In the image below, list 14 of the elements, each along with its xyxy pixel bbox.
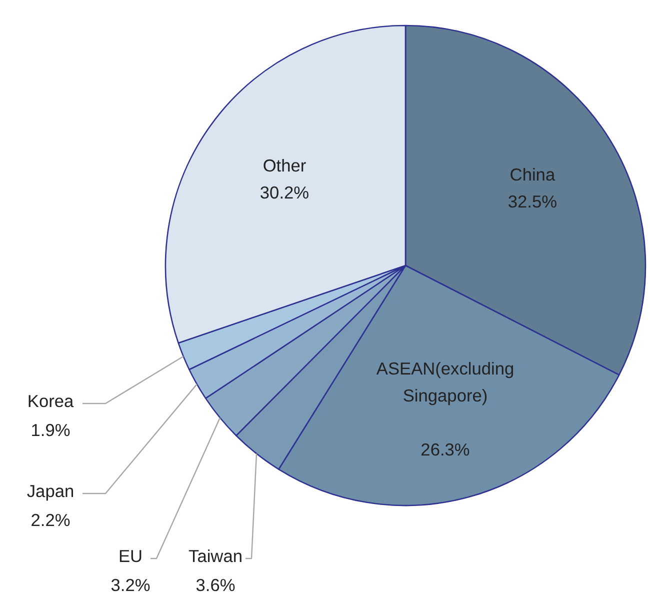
slice-label: Japan [26, 481, 74, 501]
slice-label: China [510, 164, 556, 184]
data-label: 2.2% [30, 510, 70, 530]
slice-label: Korea [27, 391, 74, 411]
slice-label: ASEAN(excluding Singapore) [376, 358, 514, 406]
data-label: 26.3% [420, 439, 470, 460]
slice-label: EU [118, 546, 143, 566]
data-label: 1.9% [30, 420, 70, 440]
data-label: 3.2% [110, 575, 150, 595]
data-label: 30.2% [260, 182, 310, 202]
slice-label: Taiwan [188, 546, 242, 566]
data-label: 3.6% [196, 575, 236, 595]
data-label: 32.5% [508, 191, 558, 212]
slice-label: Other [262, 155, 306, 176]
